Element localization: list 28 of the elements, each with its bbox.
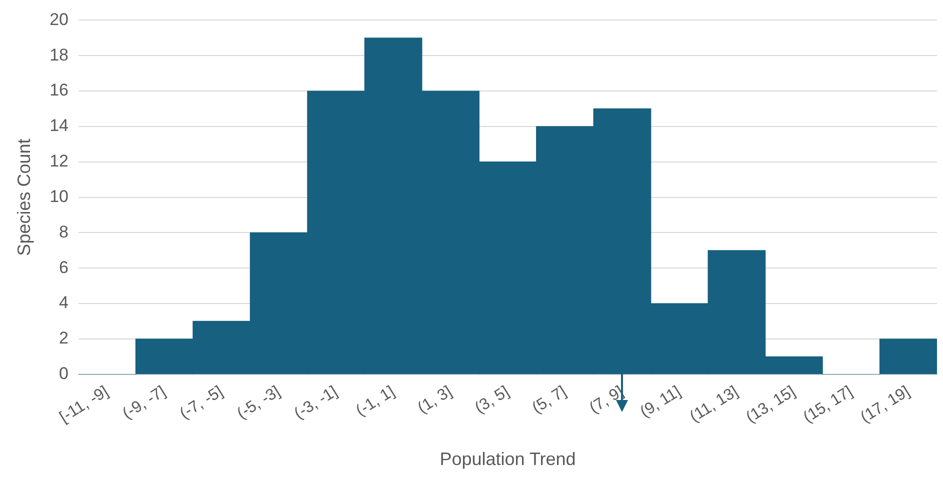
x-tick-label: (-7, -5] <box>177 383 226 423</box>
y-tick-label: 4 <box>59 293 69 312</box>
x-tick-label: [-11, -9] <box>56 383 112 426</box>
x-tick-label: (3, 5] <box>472 383 512 417</box>
x-tick-label: (5, 7] <box>530 383 570 417</box>
y-tick-label: 12 <box>50 152 69 171</box>
y-tick-label: 8 <box>59 222 69 242</box>
x-tick-label: (-9, -7] <box>120 383 169 423</box>
x-tick-label: (-1, 1] <box>353 383 398 420</box>
y-tick-label: 10 <box>50 186 69 206</box>
x-tick-label: (13, 15] <box>743 383 798 426</box>
y-tick-label: 2 <box>59 328 69 348</box>
x-tick-label: (17, 19] <box>858 383 913 426</box>
bar <box>879 338 937 374</box>
y-tick-label: 16 <box>50 80 69 100</box>
y-axis-title: Species Count <box>14 138 34 256</box>
x-tick-label: (-3, -1] <box>292 383 341 423</box>
x-axis-title: Population Trend <box>440 449 576 470</box>
x-tick-label: (1, 3] <box>415 383 455 417</box>
x-tick-label: (15, 17] <box>800 383 856 426</box>
x-tick-label: (-5, -3] <box>234 383 284 423</box>
y-tick-label: 20 <box>50 10 69 29</box>
x-tick-label: (9, 11] <box>637 383 684 422</box>
y-tick-label: 6 <box>59 258 69 277</box>
y-tick-label: 14 <box>50 116 69 136</box>
x-tick-label: (11, 13] <box>687 383 742 426</box>
y-tick-label: 18 <box>50 45 69 64</box>
y-tick-label: 0 <box>59 364 69 384</box>
